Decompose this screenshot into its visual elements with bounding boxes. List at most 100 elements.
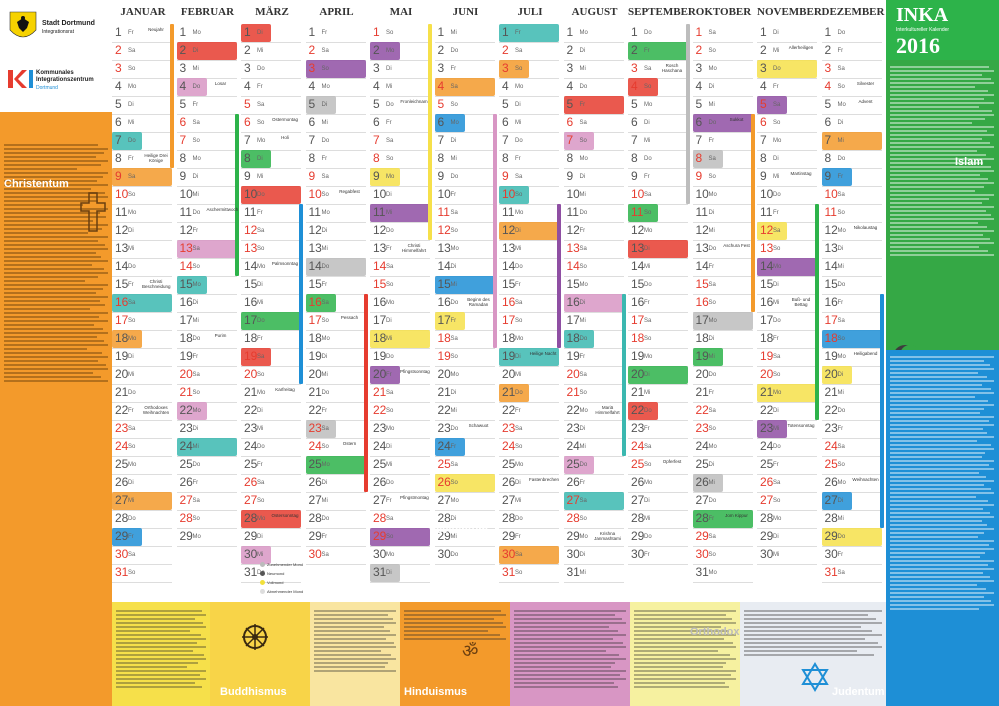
day-cell: 16 Mi bbox=[757, 294, 817, 313]
judaism-text-area bbox=[886, 350, 999, 706]
weekday-label: Sa bbox=[773, 354, 781, 360]
day-cell: 6 Mi bbox=[499, 114, 559, 133]
ki-logo-icon bbox=[8, 70, 33, 88]
day-cell: 15 Sa bbox=[692, 276, 753, 295]
day-number: 28 bbox=[695, 511, 709, 525]
day-cell: 23 So bbox=[692, 420, 753, 439]
inka-title-box: INKA Interkultureller Kalender 2016 bbox=[886, 0, 999, 60]
day-number: 19 bbox=[308, 349, 322, 363]
day-number: 30 bbox=[502, 547, 516, 561]
day-cell: 26 Do bbox=[370, 474, 430, 493]
holiday-label: Pessach bbox=[340, 315, 359, 320]
holiday-highlight bbox=[241, 312, 301, 330]
islam-label: Islam bbox=[955, 156, 984, 168]
holiday-label: Allerheiligen bbox=[788, 45, 814, 50]
day-number: 8 bbox=[437, 151, 445, 165]
weekday-label: Mo bbox=[837, 480, 846, 486]
day-number: 3 bbox=[308, 61, 316, 75]
day-number: 19 bbox=[179, 349, 193, 363]
weekday-label: Fr bbox=[321, 282, 328, 288]
day-number: 10 bbox=[824, 187, 838, 201]
day-cell: 25 Fr bbox=[241, 456, 301, 475]
holiday-highlight bbox=[370, 528, 430, 546]
weekday-label: Fr bbox=[257, 336, 263, 342]
weekday-label: Di bbox=[837, 372, 844, 378]
weekday-label: Do bbox=[128, 390, 136, 396]
weekday-label: Do bbox=[644, 282, 652, 288]
day-cell: 16 Sa bbox=[499, 294, 559, 313]
month-column: JULI 1 Fr 2 Sa 3 So 4 Mo 5 Di 6 Mi 7 Do 8 Fr 9 Sa 10 So 11 Mo 1… bbox=[499, 0, 561, 602]
day-number: 3 bbox=[566, 61, 574, 75]
legend-label: Zunehmender Mond bbox=[267, 562, 304, 567]
day-cell: 17 Do bbox=[241, 312, 301, 331]
weekday-label: Di bbox=[128, 354, 134, 360]
day-cell: 13 Do bbox=[692, 240, 753, 259]
day-cell: 28 Mo bbox=[241, 510, 301, 529]
weekday-label: Do bbox=[515, 138, 523, 144]
legend-item: Neumond bbox=[260, 569, 308, 578]
day-number: 4 bbox=[566, 79, 574, 93]
day-number: 19 bbox=[824, 349, 838, 363]
day-number: 13 bbox=[437, 241, 451, 255]
holiday-label: Aschura Fest bbox=[723, 243, 750, 248]
day-number: 29 bbox=[373, 529, 387, 543]
weekday-label: Mo bbox=[450, 372, 459, 378]
day-cell: 14 Sa bbox=[370, 258, 430, 277]
holiday-highlight bbox=[305, 96, 336, 114]
weekday-label: Fr bbox=[450, 444, 457, 450]
day-cell: 20 So bbox=[241, 366, 301, 385]
weekday-label: Mi bbox=[515, 246, 522, 252]
day-cell: 6 Mi bbox=[112, 114, 172, 133]
day-cell: 8 So bbox=[370, 150, 430, 169]
day-cell: 26 Mo bbox=[628, 474, 688, 493]
weekday-label: Sa bbox=[386, 390, 394, 396]
day-number: 5 bbox=[824, 97, 832, 111]
weekday-label: Mi bbox=[386, 210, 393, 216]
svg-text:ॐ: ॐ bbox=[462, 641, 478, 660]
day-cell: 5 Di bbox=[112, 96, 172, 115]
weekday-label: Do bbox=[515, 516, 523, 522]
period-bar bbox=[363, 294, 368, 492]
day-cell: 5 Di bbox=[305, 96, 366, 115]
day-number: 10 bbox=[437, 187, 451, 201]
day-number: 20 bbox=[244, 367, 258, 381]
day-cell: 21 Mi bbox=[821, 384, 882, 403]
weekday-label: Do bbox=[257, 192, 265, 198]
buddhism-band bbox=[112, 602, 210, 706]
weekday-label: Mo bbox=[128, 462, 137, 468]
period-bar bbox=[557, 204, 561, 348]
day-cell: 7 Di bbox=[434, 132, 495, 151]
weekday-label: Mi bbox=[773, 300, 780, 306]
weekday-label: Do bbox=[386, 102, 394, 108]
day-number: 15 bbox=[566, 277, 580, 291]
day-cell: 21 Do bbox=[112, 384, 172, 403]
day-cell: 21 Do bbox=[305, 384, 366, 403]
day-cell: 18 Fr bbox=[241, 330, 301, 349]
weekday-label: Mo bbox=[386, 48, 395, 54]
day-cell: 27 Do bbox=[692, 492, 753, 511]
weekday-label: Fr bbox=[128, 30, 134, 36]
day-number: 24 bbox=[437, 439, 451, 453]
day-number: 18 bbox=[631, 331, 645, 345]
day-cell: 2 Fr bbox=[821, 42, 882, 61]
day-number: 30 bbox=[760, 547, 774, 561]
weekday-label: So bbox=[837, 210, 845, 216]
day-number: 13 bbox=[308, 241, 322, 255]
day-cell: 24 Di bbox=[370, 438, 430, 457]
day-number: 14 bbox=[437, 259, 451, 273]
day-number: 16 bbox=[373, 295, 387, 309]
day-number: 15 bbox=[437, 277, 451, 291]
day-cell: 14 Do bbox=[499, 258, 559, 277]
day-cell: 2 Fr bbox=[628, 42, 688, 61]
day-number: 17 bbox=[115, 313, 129, 327]
day-cell: 15 Fr bbox=[305, 276, 366, 295]
day-cell: 16 Di bbox=[176, 294, 237, 313]
day-cell: 30 Fr bbox=[821, 546, 882, 565]
day-number: 27 bbox=[179, 493, 193, 507]
day-cell: 10 Sa bbox=[628, 186, 688, 205]
weekday-label: Do bbox=[321, 516, 330, 522]
day-number: 8 bbox=[179, 151, 187, 165]
weekday-label: So bbox=[515, 570, 523, 576]
weekday-label: Do bbox=[708, 120, 717, 126]
day-cell: 23 Mi bbox=[241, 420, 301, 439]
